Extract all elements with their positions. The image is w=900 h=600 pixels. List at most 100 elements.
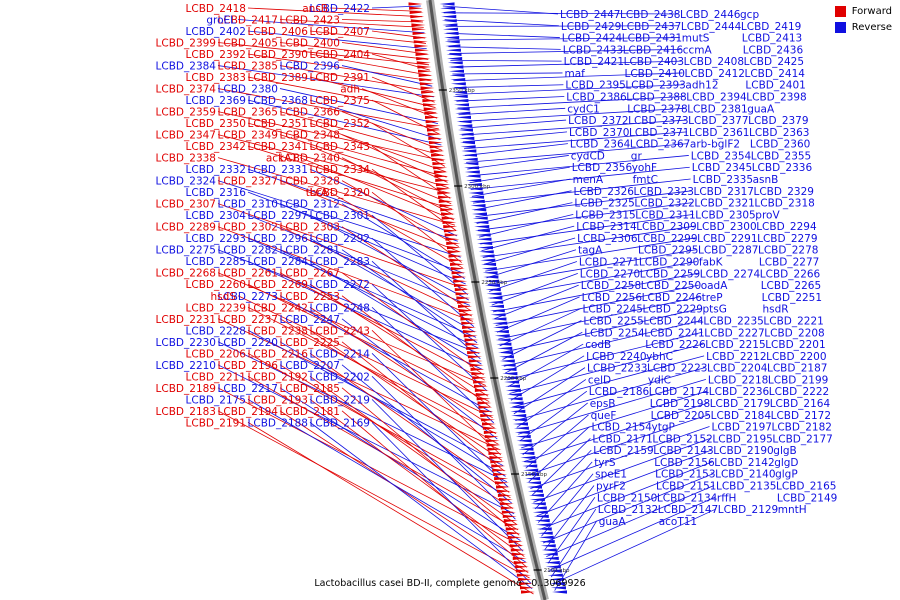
forward-gene-mark bbox=[493, 472, 508, 476]
reverse-gene-mark bbox=[506, 393, 522, 397]
reverse-gene-mark bbox=[527, 489, 543, 493]
forward-gene-mark bbox=[440, 208, 455, 212]
gene-label: cydC1 bbox=[567, 103, 600, 115]
gene-label: LCBD_2172 bbox=[771, 410, 831, 422]
reverse-gene-mark bbox=[441, 19, 457, 23]
gene-label: LCBD_2140 bbox=[715, 469, 775, 481]
gene-label: LCBD_2218 bbox=[708, 374, 768, 386]
reverse-gene-mark bbox=[534, 519, 550, 523]
gene-label: LCBD_2277 bbox=[759, 257, 819, 269]
reverse-gene-mark bbox=[452, 94, 468, 98]
reverse-gene-mark bbox=[458, 132, 474, 136]
reverse-gene-mark bbox=[530, 502, 546, 506]
forward-gene-mark bbox=[413, 40, 428, 44]
forward-gene-mark bbox=[420, 86, 435, 90]
forward-gene-mark bbox=[456, 296, 471, 300]
gene-label: LCBD_2185 bbox=[280, 383, 340, 395]
gene-label: groEL bbox=[206, 15, 236, 27]
forward-gene-mark bbox=[422, 99, 437, 103]
gene-label: LCBD_2269 bbox=[248, 279, 308, 291]
forward-gene-mark bbox=[423, 103, 438, 107]
gene-label: LCBD_2385 bbox=[218, 61, 278, 73]
reverse-gene-mark bbox=[464, 166, 480, 170]
gene-label: LCBD_2392 bbox=[186, 49, 246, 61]
leader-line bbox=[507, 343, 584, 388]
forward-gene-mark bbox=[432, 162, 447, 166]
legend-reverse-label: Reverse bbox=[851, 22, 892, 33]
gene-label: LCBD_2194 bbox=[218, 406, 279, 418]
gene-label: LCBD_2143 bbox=[653, 445, 713, 457]
leader-line bbox=[485, 237, 696, 272]
gene-label: LCBD_2364 bbox=[570, 139, 631, 151]
leader-line bbox=[329, 7, 422, 12]
gene-label: LCBD_2129 bbox=[718, 504, 778, 516]
reverse-gene-mark bbox=[493, 330, 509, 334]
leader-line bbox=[217, 410, 530, 579]
gene-label: LCBD_2202 bbox=[310, 371, 370, 383]
forward-gene-mark bbox=[472, 376, 487, 380]
reverse-gene-mark bbox=[495, 338, 511, 342]
leader-line bbox=[341, 111, 443, 151]
leader-line bbox=[247, 53, 432, 82]
gene-label: glgD bbox=[774, 457, 798, 469]
gene-label: LCBD_2398 bbox=[746, 92, 806, 104]
gene-label: LCBD_2175 bbox=[186, 394, 246, 406]
gene-label: LCBD_2393 bbox=[625, 80, 685, 92]
gene-label: LCBD_2177 bbox=[772, 433, 832, 445]
reverse-gene-mark bbox=[547, 573, 563, 577]
gene-label: LCBD_2305 bbox=[695, 209, 755, 221]
gene-label: ybhC bbox=[646, 351, 673, 363]
gene-label: LCBD_2283 bbox=[310, 256, 370, 268]
gene-label: LCBD_2147 bbox=[658, 504, 718, 516]
gene-label: glgP bbox=[775, 469, 798, 481]
forward-gene-mark bbox=[510, 548, 525, 552]
gene-label: LCBD_2258 bbox=[581, 280, 641, 292]
leader-line bbox=[516, 379, 587, 428]
leader-line bbox=[217, 226, 474, 322]
gene-label: treP bbox=[702, 292, 723, 304]
leader-line bbox=[459, 107, 686, 122]
leader-line bbox=[449, 48, 681, 54]
reverse-gene-mark bbox=[478, 250, 494, 254]
reverse-gene-mark bbox=[537, 531, 553, 535]
gene-label: LCBD_2328 bbox=[280, 176, 340, 188]
gene-label: LCBD_2198 bbox=[650, 398, 710, 410]
gene-label: LCBD_2189 bbox=[156, 383, 216, 395]
gene-label: LCBD_2259 bbox=[640, 268, 700, 280]
gene-label: LCBD_2395 bbox=[565, 80, 625, 92]
gene-label: LCBD_2207 bbox=[280, 360, 340, 372]
legend-forward-label: Forward bbox=[851, 6, 892, 17]
leader-line bbox=[456, 96, 565, 102]
reverse-gene-mark bbox=[536, 527, 552, 531]
leader-line bbox=[341, 226, 472, 312]
gene-label: LCBD_2179 bbox=[710, 398, 770, 410]
gene-label: LCBD_2310 bbox=[218, 199, 278, 211]
reverse-gene-mark bbox=[442, 23, 458, 27]
gene-label: ansB bbox=[302, 3, 328, 15]
forward-gene-mark bbox=[518, 582, 533, 586]
gene-label: ackA1 bbox=[266, 153, 298, 165]
genome-backbone-shadow bbox=[426, 0, 549, 600]
reverse-gene-mark bbox=[544, 561, 560, 565]
leader-line bbox=[371, 168, 457, 231]
reverse-gene-mark bbox=[450, 82, 466, 86]
forward-gene-mark bbox=[430, 149, 445, 153]
leader-line bbox=[279, 318, 499, 445]
reverse-gene-mark bbox=[465, 174, 481, 178]
leader-line bbox=[341, 364, 512, 504]
gene-label: ydiC bbox=[648, 374, 671, 386]
leader-line bbox=[371, 422, 532, 584]
forward-gene-mark bbox=[478, 405, 493, 409]
reverse-gene-mark bbox=[445, 44, 461, 48]
forward-gene-mark bbox=[465, 342, 480, 346]
gene-label: LCBD_2240 bbox=[586, 351, 646, 363]
forward-gene-mark bbox=[414, 44, 429, 48]
gene-label: LCBD_2279 bbox=[757, 233, 817, 245]
forward-gene-mark bbox=[491, 464, 506, 468]
reverse-gene-mark bbox=[459, 141, 475, 145]
forward-gene-mark bbox=[513, 561, 528, 565]
gene-label: LCBD_2386 bbox=[566, 92, 627, 104]
forward-gene-mark bbox=[453, 279, 468, 283]
leader-line bbox=[454, 84, 564, 88]
